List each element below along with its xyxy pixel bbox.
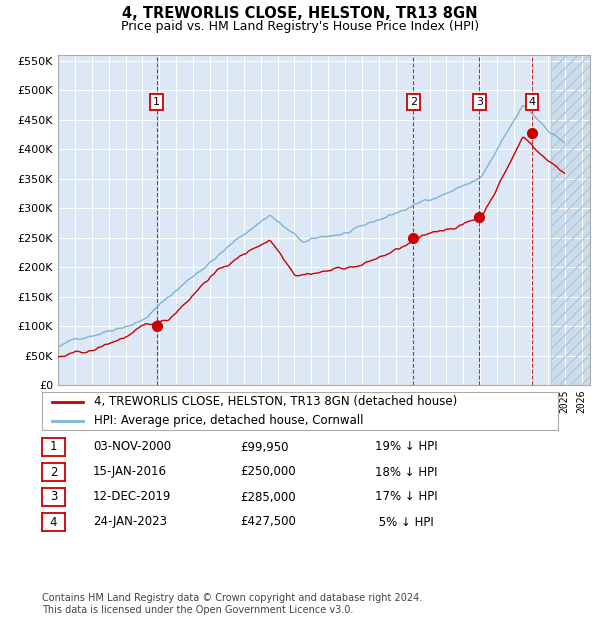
Text: 1: 1 (50, 440, 57, 453)
Text: 4, TREWORLIS CLOSE, HELSTON, TR13 8GN (detached house): 4, TREWORLIS CLOSE, HELSTON, TR13 8GN (d… (94, 395, 457, 408)
Text: 4: 4 (50, 515, 57, 528)
Text: 03-NOV-2000: 03-NOV-2000 (93, 440, 171, 453)
Text: 2: 2 (410, 97, 417, 107)
Text: 24-JAN-2023: 24-JAN-2023 (93, 515, 167, 528)
Text: Contains HM Land Registry data © Crown copyright and database right 2024.
This d: Contains HM Land Registry data © Crown c… (42, 593, 422, 615)
Text: 2: 2 (50, 466, 57, 479)
Text: Price paid vs. HM Land Registry's House Price Index (HPI): Price paid vs. HM Land Registry's House … (121, 20, 479, 33)
Text: £427,500: £427,500 (240, 515, 296, 528)
Text: £285,000: £285,000 (240, 490, 296, 503)
Text: 18% ↓ HPI: 18% ↓ HPI (375, 466, 437, 479)
Text: 12-DEC-2019: 12-DEC-2019 (93, 490, 172, 503)
Text: 17% ↓ HPI: 17% ↓ HPI (375, 490, 437, 503)
Bar (551, 55, 590, 385)
Text: 4: 4 (529, 97, 536, 107)
Text: £99,950: £99,950 (240, 440, 289, 453)
Text: 5% ↓ HPI: 5% ↓ HPI (375, 515, 434, 528)
Text: £250,000: £250,000 (240, 466, 296, 479)
Text: 3: 3 (476, 97, 483, 107)
Text: 15-JAN-2016: 15-JAN-2016 (93, 466, 167, 479)
Text: 1: 1 (153, 97, 160, 107)
Text: 4, TREWORLIS CLOSE, HELSTON, TR13 8GN: 4, TREWORLIS CLOSE, HELSTON, TR13 8GN (122, 6, 478, 21)
Text: 19% ↓ HPI: 19% ↓ HPI (375, 440, 437, 453)
Text: 3: 3 (50, 490, 57, 503)
Bar (551, 55, 590, 385)
Text: HPI: Average price, detached house, Cornwall: HPI: Average price, detached house, Corn… (94, 414, 363, 427)
